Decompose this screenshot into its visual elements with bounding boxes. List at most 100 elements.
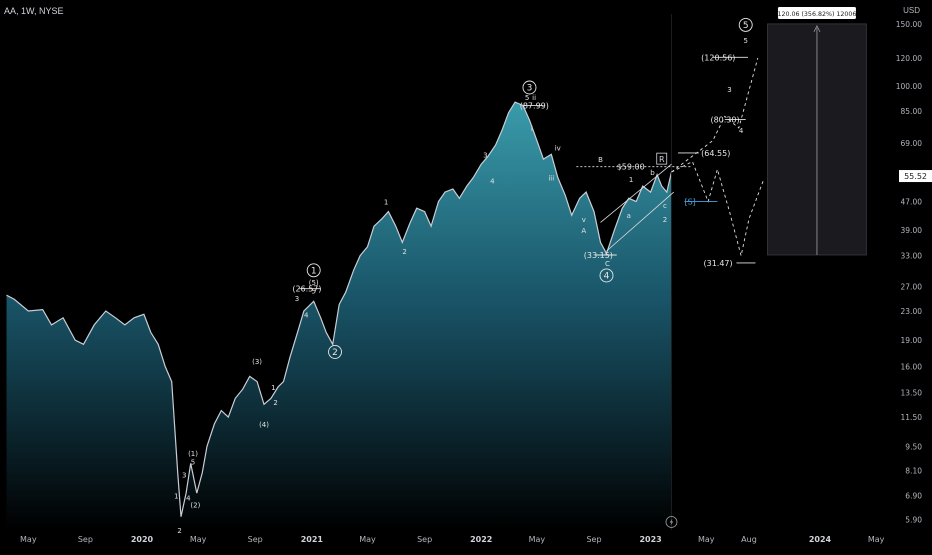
price-line: [6, 101, 673, 517]
x-tick-label: 2021: [301, 535, 324, 544]
price-area: [6, 14, 673, 530]
wave-label: iv: [555, 144, 561, 152]
annotation-lines: 120.06 (356.82%) 12006: [299, 7, 867, 290]
x-tick-label: May: [698, 535, 715, 544]
y-tick-label: 23.00: [901, 307, 923, 316]
wave-circle: [306, 263, 321, 278]
x-tick-label: May: [529, 535, 546, 544]
wave-label: A: [581, 227, 586, 235]
y-tick-label: 69.00: [901, 139, 923, 148]
wave-circle: [522, 80, 537, 95]
level-label: (87.99): [520, 102, 549, 111]
level-label: (31.47): [703, 259, 732, 268]
wave-label: 1: [384, 199, 388, 207]
price-area-fill: [6, 102, 672, 530]
wave-label: 1: [271, 384, 275, 392]
wave-label-circled: 2: [332, 348, 338, 358]
x-tick-label: Sep: [248, 535, 263, 544]
y-tick-label: 150.00: [896, 20, 922, 29]
wave-label: 5: [311, 287, 315, 295]
y-tick-label: 13.50: [901, 389, 923, 398]
s-marker: [S]: [684, 198, 695, 207]
level-label: $59.00: [617, 163, 645, 172]
wave-label: a: [627, 212, 631, 220]
x-tick-label: Sep: [417, 535, 432, 544]
wave-label-circled: 1: [311, 266, 317, 276]
y-tick-label: 120.00: [896, 54, 922, 63]
level-label: (64.55): [701, 149, 730, 158]
x-tick-label: May: [359, 535, 376, 544]
wave-label: b: [650, 169, 655, 177]
y-tick-label: 100.00: [896, 82, 922, 91]
wave-label: 3: [295, 295, 299, 303]
x-tick-label: May: [20, 535, 37, 544]
measure-arrow-head: [813, 24, 821, 33]
wave-label-circled: 5: [743, 21, 749, 31]
y-tick-label: 39.00: [901, 226, 923, 235]
wave-label: 2: [663, 216, 667, 224]
wave-label: ii: [532, 94, 536, 102]
channel-lower: [606, 191, 675, 252]
y-tick-label: 33.00: [901, 252, 923, 261]
level-label: (33.15): [584, 251, 613, 260]
wave-label: 5: [525, 94, 529, 102]
x-tick-label: May: [868, 535, 885, 544]
wave-label: 4: [739, 127, 744, 135]
x-tick-label: 2022: [470, 535, 492, 544]
y-tick-label: 19.00: [901, 336, 923, 345]
wave-label: v: [582, 216, 586, 224]
wave-label: C: [605, 260, 610, 268]
wave-label: B: [598, 156, 603, 164]
wave-label: (4): [259, 421, 269, 429]
x-tick-label: 2023: [639, 535, 661, 544]
x-tick-label: 2024: [809, 535, 832, 544]
wave-label: 1: [174, 492, 178, 500]
y-tick-label: 16.00: [901, 363, 923, 372]
wave-label-circled: 3: [527, 84, 533, 94]
flash-icon-bolt: [669, 518, 674, 526]
wave-label: 3: [483, 151, 487, 159]
symbol-label: AA, 1W, NYSE: [4, 6, 64, 16]
wave-circle: [599, 268, 614, 283]
y-tick-label: 47.00: [901, 198, 923, 207]
wave-label-circled: 4: [604, 272, 610, 282]
y-tick-label: 85.00: [901, 107, 923, 116]
wave-label: 1: [629, 176, 633, 184]
flash-icon: [665, 516, 678, 528]
measure-label-bg: [777, 7, 856, 19]
wave-labels: (87.99) (26.57) (33.15) (120.56) (80.30) (64.…: [174, 17, 753, 535]
x-tick-label: Sep: [78, 535, 93, 544]
channel-upper: [600, 163, 672, 223]
level-label: (26.57): [292, 285, 321, 294]
wave-label: (3): [252, 358, 262, 366]
currency-label: USD: [903, 6, 920, 15]
r-marker-box: [656, 152, 668, 165]
wave-label: 3: [727, 86, 731, 94]
wave-label: 3: [182, 472, 186, 480]
last-price-tag: [899, 170, 932, 183]
r-marker: R: [659, 155, 665, 164]
axes: 150.00120.00100.0085.0069.0056.0047.0039…: [20, 20, 932, 544]
y-tick-label: 27.00: [901, 282, 923, 291]
measure-label: 120.06 (356.82%) 12006: [777, 11, 856, 18]
y-tick-label: 5.90: [905, 515, 922, 524]
last-price-label: 55.52: [904, 172, 927, 181]
x-tick-label: 2020: [131, 535, 154, 544]
wave-label: (1): [188, 450, 198, 458]
wave-label: iii: [548, 174, 554, 182]
wave-label: 5: [743, 37, 747, 45]
level-label: (120.56): [701, 53, 735, 62]
wave-circle: [328, 344, 342, 359]
wave-label: 2: [402, 248, 406, 256]
y-tick-label: 11.50: [901, 413, 923, 422]
wave-label: 2: [273, 399, 277, 407]
wave-label: (2): [190, 501, 200, 509]
y-tick-label: 6.90: [905, 491, 922, 500]
wave-label: (5): [309, 279, 319, 287]
wave-label: 5: [191, 459, 195, 467]
wave-label: 4: [186, 495, 191, 503]
wave-label: 4: [304, 311, 309, 319]
wave-label: c: [663, 202, 667, 210]
